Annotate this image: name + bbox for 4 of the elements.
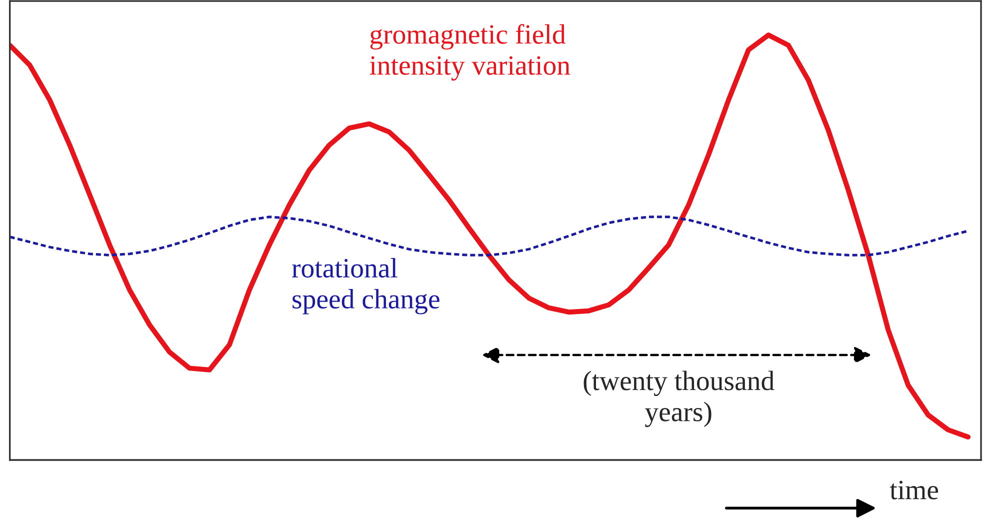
text: time <box>890 480 938 500</box>
series-label: rotational speed change <box>292 258 440 314</box>
annotation: (twenty thousand years) <box>584 370 774 428</box>
series-label: gromagnetic field intensity variation <box>370 24 570 81</box>
